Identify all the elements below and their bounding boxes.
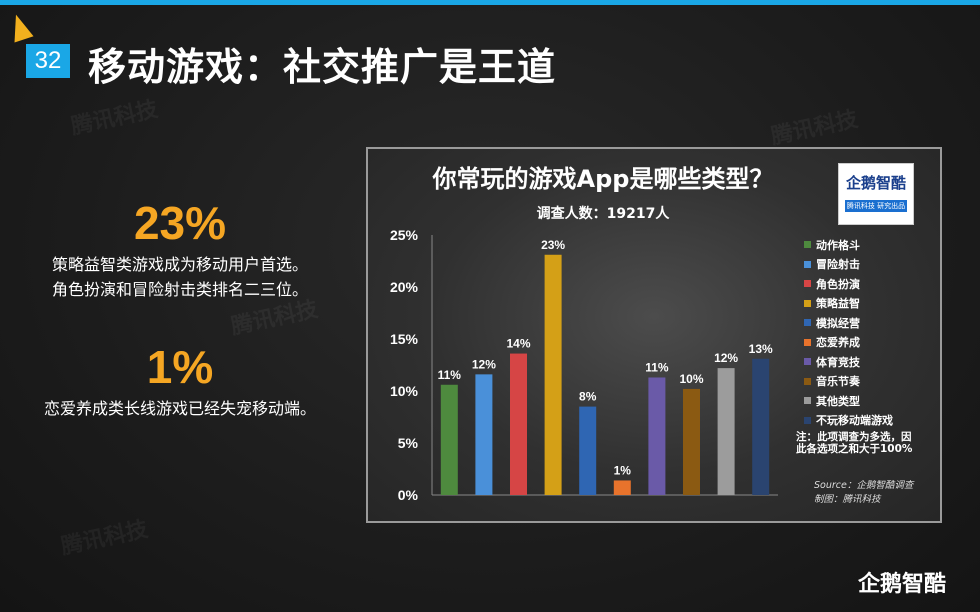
y-tick-label: 20% — [390, 279, 419, 295]
bar — [440, 384, 458, 495]
slide-number: 32 — [26, 44, 70, 78]
legend-item: 音乐节奏 — [804, 372, 893, 392]
chart-subtitle: 调查人数：19217人 — [536, 206, 670, 222]
legend-item: 不玩移动端游戏 — [804, 411, 893, 431]
watermark: 腾讯科技 — [768, 107, 861, 150]
legend-item: 其他类型 — [804, 391, 893, 411]
legend-label: 冒险射击 — [816, 258, 860, 272]
bar — [752, 358, 770, 495]
legend-label: 动作格斗 — [816, 238, 860, 252]
bar-data-label: 11% — [438, 368, 462, 382]
bar-data-label: 1% — [614, 463, 632, 477]
stat-description: 策略益智类游戏成为移动用户首选。 角色扮演和冒险射击类排名二三位。 — [0, 252, 360, 302]
stat-block-primary: 23% 策略益智类游戏成为移动用户首选。 角色扮演和冒险射击类排名二三位。 — [0, 196, 360, 302]
chart-source: Source：企鹅智酷调查 制图：腾讯科技 — [814, 479, 913, 507]
bar — [510, 353, 527, 495]
top-accent-bar — [0, 0, 980, 5]
source-line: Source：企鹅智酷调查 — [814, 480, 914, 491]
y-tick-label: 10% — [390, 383, 419, 399]
bar-chart: 0% 5% 10% 15% 20% 25% 11% 12% 14% 23% 8% 1% 11% 10% 12… — [390, 227, 778, 503]
legend-swatch — [804, 397, 811, 405]
legend-swatch — [804, 416, 811, 424]
bar — [717, 368, 735, 495]
watermark: 腾讯科技 — [68, 97, 161, 140]
bar — [579, 406, 597, 495]
bar-data-label: 10% — [679, 372, 703, 386]
y-tick-label: 15% — [390, 331, 419, 347]
bar-data-label: 13% — [749, 342, 773, 356]
slide-title: 移动游戏：社交推广是王道 — [88, 45, 557, 89]
stat-block-secondary: 1% 恋爱养成类长线游戏已经失宠移动端。 — [0, 340, 360, 421]
legend-swatch — [804, 377, 811, 385]
legend-label: 策略益智 — [816, 297, 860, 311]
bar — [475, 374, 493, 495]
logo-text: 企鹅智酷 — [845, 174, 906, 192]
legend-item: 角色扮演 — [804, 274, 893, 294]
legend-label: 恋爱养成 — [816, 336, 860, 350]
bar — [683, 388, 700, 495]
legend-item: 冒险射击 — [804, 255, 893, 275]
bar — [613, 480, 631, 495]
legend-swatch — [804, 358, 811, 366]
stat-value: 1% — [146, 341, 214, 393]
legend-swatch — [804, 299, 811, 307]
logo-subtext: 腾讯科技 研究出品 — [845, 200, 907, 212]
legend-label: 其他类型 — [816, 394, 860, 408]
legend-swatch — [804, 280, 811, 288]
bar-data-label: 12% — [472, 357, 496, 371]
legend-swatch — [804, 338, 811, 346]
footer-logo: 企鹅智酷 — [858, 572, 947, 597]
watermark: 腾讯科技 — [58, 517, 151, 560]
legend-item: 动作格斗 — [804, 235, 893, 255]
bar-data-label: 23% — [541, 238, 565, 252]
chart-title: 你常玩的游戏App是哪些类型？ — [432, 165, 774, 193]
stat-line: 角色扮演和冒险射击类排名二三位。 — [51, 280, 308, 299]
legend-label: 角色扮演 — [816, 277, 860, 291]
stat-description: 恋爱养成类长线游戏已经失宠移动端。 — [0, 396, 360, 421]
y-tick-label: 0% — [398, 487, 419, 503]
legend-swatch — [804, 319, 811, 327]
bar-data-label: 12% — [714, 351, 738, 365]
legend-item: 模拟经营 — [804, 313, 893, 333]
legend-label: 体育竞技 — [816, 355, 860, 369]
chart-legend: 动作格斗冒险射击角色扮演策略益智模拟经营恋爱养成体育竞技音乐节奏其他类型不玩移动… — [804, 235, 893, 430]
legend-swatch — [804, 260, 811, 268]
bar — [544, 254, 562, 495]
brand-logo: 企鹅智酷 腾讯科技 研究出品 — [838, 163, 914, 225]
y-tick-label: 25% — [390, 227, 419, 243]
chart-note: 注：此项调查为多选，因此各选项之和大于100% — [796, 431, 913, 455]
corner-decoration — [6, 11, 34, 43]
stat-line: 策略益智类游戏成为移动用户首选。 — [51, 255, 308, 274]
stat-value: 23% — [133, 197, 227, 249]
legend-label: 不玩移动端游戏 — [816, 414, 893, 428]
legend-item: 体育竞技 — [804, 352, 893, 372]
legend-item: 策略益智 — [804, 294, 893, 314]
legend-label: 模拟经营 — [816, 316, 860, 330]
bar — [648, 377, 666, 495]
y-tick-label: 5% — [398, 435, 419, 451]
bar-data-label: 11% — [645, 360, 669, 374]
bar-data-label: 8% — [579, 390, 597, 404]
bar-data-label: 14% — [506, 337, 530, 351]
legend-swatch — [804, 241, 811, 249]
chart-panel: 你常玩的游戏App是哪些类型？ 调查人数：19217人 企鹅智酷 腾讯科技 研究… — [366, 147, 942, 523]
stat-line: 恋爱养成类长线游戏已经失宠移动端。 — [43, 399, 316, 418]
legend-label: 音乐节奏 — [816, 375, 860, 389]
source-line: 制图：腾讯科技 — [814, 494, 881, 505]
legend-item: 恋爱养成 — [804, 333, 893, 353]
